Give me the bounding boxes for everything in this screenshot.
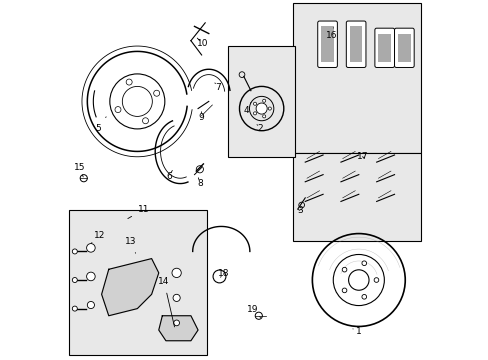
- Text: 7: 7: [214, 83, 220, 92]
- Circle shape: [115, 107, 121, 113]
- Circle shape: [172, 268, 181, 278]
- FancyBboxPatch shape: [394, 28, 413, 67]
- Text: 4: 4: [243, 103, 250, 115]
- Circle shape: [173, 294, 180, 301]
- Circle shape: [361, 261, 366, 266]
- Text: 16: 16: [325, 28, 337, 40]
- Circle shape: [361, 294, 366, 299]
- Text: 17: 17: [356, 152, 367, 161]
- Circle shape: [373, 278, 378, 282]
- Text: 11: 11: [127, 205, 149, 219]
- Text: 9: 9: [198, 112, 203, 122]
- Circle shape: [72, 306, 77, 311]
- Text: 19: 19: [246, 305, 260, 318]
- Text: 12: 12: [91, 231, 105, 243]
- Text: 18: 18: [218, 269, 229, 278]
- Text: 14: 14: [158, 277, 174, 327]
- Circle shape: [253, 112, 256, 115]
- Circle shape: [253, 102, 256, 105]
- Bar: [69, 210, 206, 355]
- Bar: [349, 26, 362, 62]
- Circle shape: [342, 288, 346, 293]
- Circle shape: [142, 118, 148, 124]
- Bar: [292, 153, 421, 241]
- FancyBboxPatch shape: [346, 21, 365, 67]
- Bar: [292, 3, 421, 153]
- Text: 10: 10: [197, 38, 208, 48]
- Circle shape: [262, 99, 265, 102]
- Bar: [378, 33, 390, 62]
- Bar: [321, 26, 333, 62]
- Circle shape: [256, 103, 266, 114]
- Text: 15: 15: [74, 163, 85, 177]
- Circle shape: [72, 249, 77, 254]
- Text: 3: 3: [296, 206, 302, 215]
- Text: 2: 2: [257, 124, 263, 133]
- Circle shape: [87, 301, 94, 309]
- Circle shape: [348, 270, 368, 290]
- Circle shape: [268, 107, 271, 110]
- Circle shape: [173, 320, 179, 326]
- Circle shape: [86, 244, 95, 252]
- Text: 5: 5: [95, 117, 106, 133]
- Text: 13: 13: [125, 237, 136, 253]
- FancyBboxPatch shape: [317, 21, 337, 67]
- Circle shape: [342, 267, 346, 272]
- FancyBboxPatch shape: [374, 28, 394, 67]
- Circle shape: [126, 79, 132, 85]
- Circle shape: [72, 278, 77, 283]
- Circle shape: [153, 90, 160, 96]
- Bar: [228, 46, 294, 157]
- Text: 8: 8: [197, 178, 203, 188]
- Text: 1: 1: [352, 327, 361, 336]
- Bar: [397, 33, 410, 62]
- Circle shape: [262, 115, 265, 118]
- Polygon shape: [102, 258, 159, 316]
- Text: 6: 6: [165, 171, 172, 181]
- Polygon shape: [159, 316, 198, 341]
- Circle shape: [86, 272, 95, 281]
